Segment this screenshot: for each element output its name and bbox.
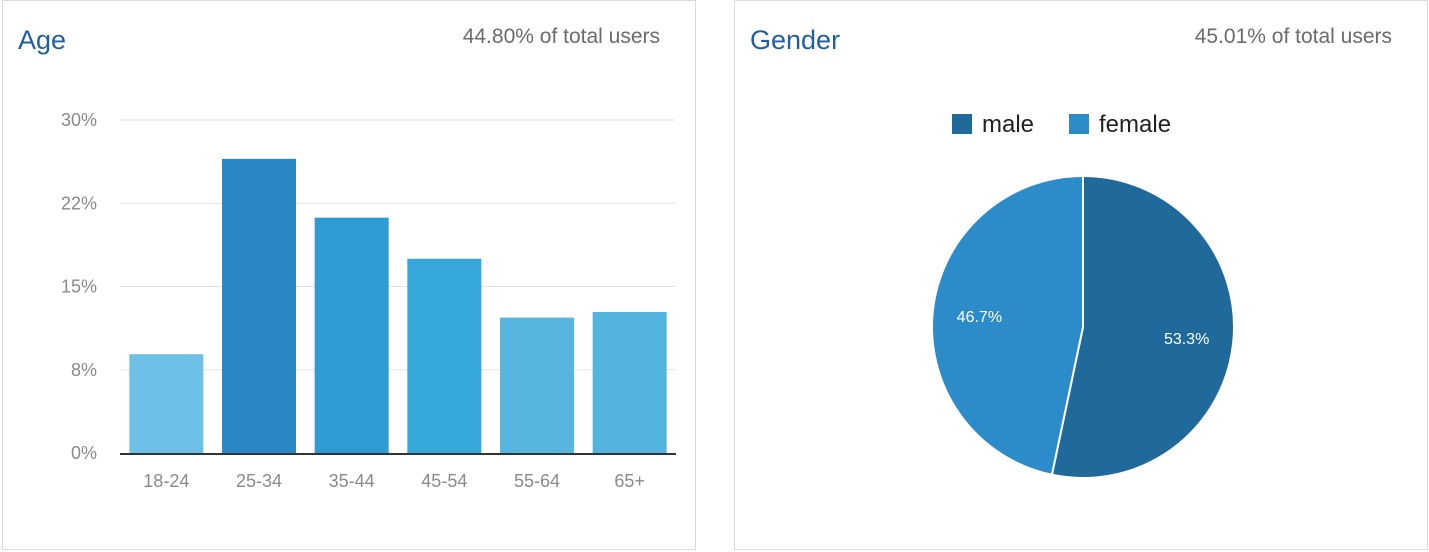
gender-users-share: 45.01% of total users <box>1194 25 1392 48</box>
age-users-share: 44.80% of total users <box>462 25 660 48</box>
y-tick-label: 22% <box>61 193 97 213</box>
pie-slice-label-male: 53.3% <box>1164 331 1209 348</box>
y-tick-label: 0% <box>71 443 97 463</box>
bar-35-44[interactable] <box>314 217 389 453</box>
x-tick-label: 35-44 <box>329 471 375 491</box>
y-tick-label: 8% <box>71 360 97 380</box>
pie-slice-female[interactable] <box>931 174 1084 476</box>
bar-65+[interactable] <box>592 312 667 453</box>
age-title: Age <box>18 25 67 55</box>
legend-label-male[interactable]: male <box>982 111 1034 138</box>
y-tick-label: 15% <box>61 277 97 297</box>
age-bar-chart: 0% 8% 15% 22% 30% 18-24 25-34 35-44 45-54 55-64 65… <box>61 110 676 491</box>
x-tick-label: 25-34 <box>236 471 282 491</box>
bar-45-54[interactable] <box>407 258 482 453</box>
x-tick-label: 45-54 <box>421 471 467 491</box>
age-card: Age 44.80% of total users 0% 8% 15% 22% 30% 1… <box>2 0 696 550</box>
gender-card: Gender 45.01% of total users male female 5… <box>734 0 1428 550</box>
legend-swatch-female <box>1069 114 1089 134</box>
bar-18-24[interactable] <box>129 354 204 453</box>
legend-swatch-male <box>952 114 972 134</box>
x-tick-label: 65+ <box>614 471 645 491</box>
legend-label-female[interactable]: female <box>1099 111 1171 138</box>
pie-slice-male[interactable] <box>1050 174 1235 479</box>
x-tick-label: 18-24 <box>143 471 189 491</box>
pie-slice-label-female: 46.7% <box>957 309 1002 326</box>
x-tick-label: 55-64 <box>514 471 560 491</box>
bar-25-34[interactable] <box>222 158 296 453</box>
gender-pie-chart: male female 53.3% 46.7% <box>931 111 1235 479</box>
y-tick-label: 30% <box>61 110 97 130</box>
bar-55-64[interactable] <box>500 317 574 453</box>
gender-title: Gender <box>750 25 841 55</box>
